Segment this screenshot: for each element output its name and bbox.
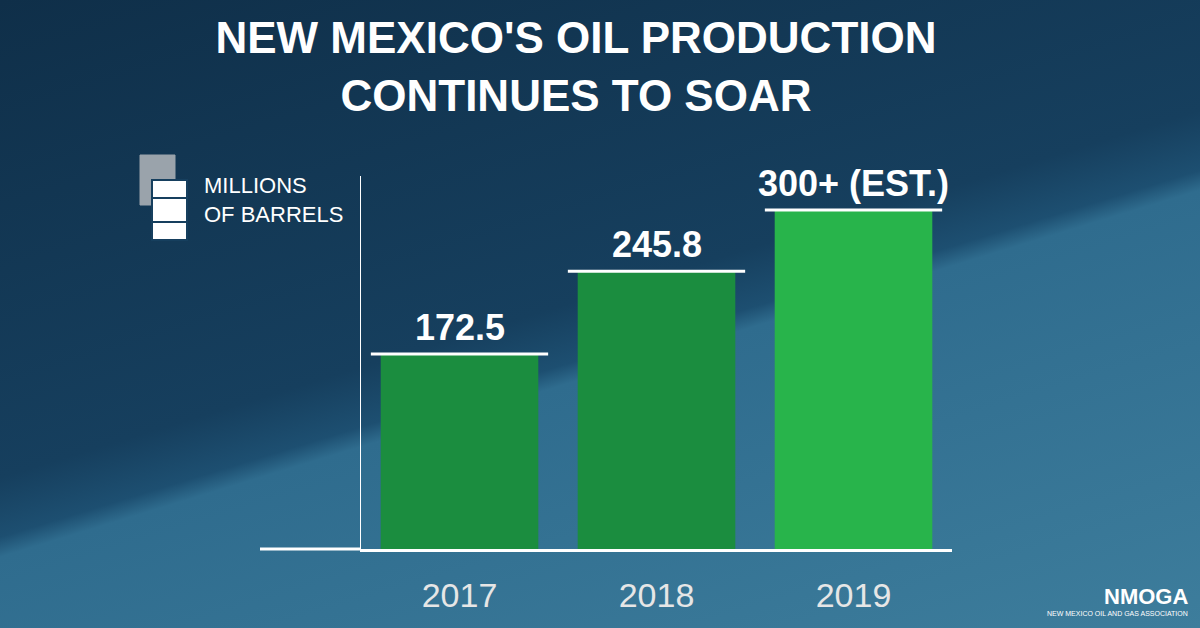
svg-text:NEW MEXICO OIL AND GAS ASSOCIA: NEW MEXICO OIL AND GAS ASSOCIATION [1047, 610, 1188, 617]
svg-text:2019: 2019 [816, 576, 892, 614]
svg-text:2017: 2017 [422, 576, 498, 614]
svg-text:MILLIONSOF BARRELS: MILLIONSOF BARRELS [204, 173, 343, 227]
svg-text:245.8: 245.8 [612, 224, 702, 265]
svg-text:2018: 2018 [619, 576, 695, 614]
svg-text:NEW MEXICO'S OIL PRODUCTIONCON: NEW MEXICO'S OIL PRODUCTIONCONTINUES TO … [215, 13, 936, 119]
svg-text:172.5: 172.5 [415, 307, 505, 348]
svg-text:300+ (EST.): 300+ (EST.) [758, 163, 949, 204]
svg-text:NMOGA: NMOGA [1104, 584, 1188, 609]
